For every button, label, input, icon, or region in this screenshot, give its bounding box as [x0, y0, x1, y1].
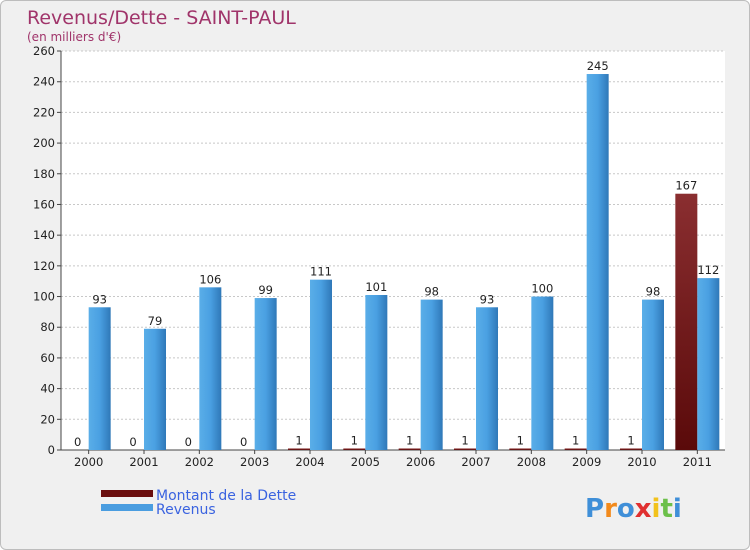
- bar-dette-2007: [454, 448, 476, 450]
- x-tick-label: 2006: [406, 455, 435, 469]
- y-tick-label: 180: [33, 167, 55, 181]
- proxiti-logo: Proxiti: [585, 494, 682, 524]
- label-dette-2001: 0: [129, 435, 136, 449]
- x-tick-label: 2009: [572, 455, 601, 469]
- y-tick-label: 40: [40, 382, 55, 396]
- y-tick-label: 20: [40, 412, 55, 426]
- chart-title: Revenus/Dette - SAINT-PAUL: [27, 7, 296, 29]
- y-tick-label: 240: [33, 75, 55, 89]
- x-tick-label: 2005: [351, 455, 380, 469]
- bar-revenus-2006: [420, 299, 443, 450]
- label-dette-2009: 1: [572, 433, 579, 447]
- bar-revenus-2002: [199, 287, 222, 450]
- bar-revenus-2011: [697, 278, 720, 450]
- x-tick-label: 2011: [683, 455, 712, 469]
- label-revenus-2003: 99: [258, 283, 273, 297]
- label-revenus-2011: 112: [697, 263, 719, 277]
- bar-dette-2011: [675, 193, 698, 450]
- label-revenus-2000: 93: [92, 292, 107, 306]
- label-dette-2007: 1: [461, 433, 468, 447]
- label-revenus-2008: 100: [531, 282, 553, 296]
- x-tick-label: 2007: [461, 455, 490, 469]
- grid-layer: [61, 50, 725, 451]
- bar-dette-2010: [620, 448, 642, 450]
- label-revenus-2004: 111: [310, 265, 332, 279]
- label-dette-2010: 1: [627, 433, 634, 447]
- x-tick-label: 2001: [129, 455, 158, 469]
- bar-revenus-2009: [586, 74, 609, 451]
- label-dette-2003: 0: [240, 435, 247, 449]
- bar-revenus-2001: [144, 328, 166, 450]
- value-labels-layer: 0930790106099111111011981931100124519816…: [74, 59, 719, 449]
- bar-dette-2009: [564, 448, 587, 450]
- label-revenus-2010: 98: [646, 285, 661, 299]
- label-dette-2002: 0: [185, 435, 192, 449]
- bar-dette-2006: [398, 448, 421, 450]
- label-revenus-2006: 98: [424, 285, 439, 299]
- legend-label-dette: Montant de la Dette: [156, 488, 296, 504]
- x-tick-label: 2002: [185, 455, 214, 469]
- plot-area: [61, 51, 725, 450]
- bar-revenus-2005: [365, 295, 388, 450]
- y-tick-label: 0: [48, 443, 55, 457]
- y-tick-label: 160: [33, 197, 55, 211]
- label-dette-2005: 1: [351, 433, 358, 447]
- y-tick-label: 80: [40, 320, 55, 334]
- bar-revenus-2000: [88, 307, 111, 450]
- bar-revenus-2010: [642, 299, 664, 450]
- label-dette-2004: 1: [295, 433, 302, 447]
- bar-dette-2008: [509, 448, 532, 450]
- label-revenus-2005: 101: [365, 280, 387, 294]
- y-tick-label: 220: [33, 105, 55, 119]
- x-tick-label: 2008: [517, 455, 546, 469]
- x-tick-label: 2000: [74, 455, 103, 469]
- label-revenus-2002: 106: [199, 272, 221, 286]
- legend-swatch-dette: [101, 490, 153, 497]
- label-revenus-2001: 79: [148, 314, 163, 328]
- label-dette-2008: 1: [517, 433, 524, 447]
- y-tick-label: 260: [33, 44, 55, 58]
- y-tick-label: 200: [33, 136, 55, 150]
- x-tick-label: 2003: [240, 455, 269, 469]
- y-tick-label: 100: [33, 290, 55, 304]
- label-revenus-2009: 245: [587, 59, 609, 73]
- legend-swatch-revenus: [101, 504, 153, 511]
- bar-revenus-2003: [254, 298, 277, 450]
- bar-revenus-2007: [476, 307, 498, 450]
- bar-revenus-2008: [531, 296, 554, 450]
- y-tick-label: 60: [40, 351, 55, 365]
- legend-label-revenus: Revenus: [156, 502, 216, 518]
- x-tick-label: 2004: [295, 455, 324, 469]
- x-tick-label: 2010: [627, 455, 656, 469]
- axis-layer: 0204060801001201401601802002202402602000…: [33, 44, 725, 469]
- y-tick-label: 140: [33, 228, 55, 242]
- bar-dette-2004: [288, 448, 310, 450]
- label-dette-2000: 0: [74, 435, 81, 449]
- label-dette-2006: 1: [406, 433, 413, 447]
- chart-subtitle: (en milliers d'€): [27, 30, 121, 44]
- bar-dette-2005: [343, 448, 366, 450]
- bars-layer: [88, 74, 720, 451]
- y-tick-label: 120: [33, 259, 55, 273]
- label-dette-2011: 167: [675, 179, 697, 193]
- bar-revenus-2004: [310, 279, 332, 450]
- legend: Montant de la Dette Revenus: [101, 488, 296, 518]
- label-revenus-2007: 93: [480, 292, 495, 306]
